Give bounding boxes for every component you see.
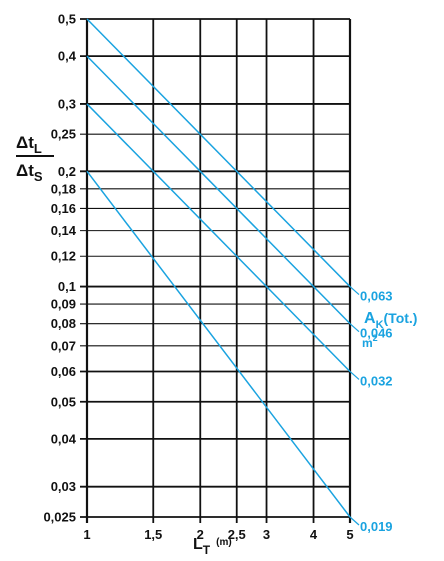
y-title-bottom-sub: S [34,169,43,184]
x-tick-label: 4 [310,527,318,542]
y-tick-label: 0,03 [51,479,76,494]
series-line [86,170,351,518]
y-title-top-sub: L [34,141,42,156]
legend-title: AK(Tot.) m2 [362,310,417,350]
y-tick-label: 0,09 [51,297,76,312]
x-tick-label: 1 [83,527,90,542]
x-tick-label: 5 [346,527,353,542]
x-tick-label: 2,5 [228,527,246,542]
y-tick-labels: 0,025 0,03 0,04 0,05 0,06 0,07 0,08 0,09 0,1 0,12… [43,12,76,525]
legend-suffix: (Tot.) [384,310,418,326]
y-tick-label: 0,06 [51,364,76,379]
y-tick-label: 0,3 [58,96,76,111]
y-tick-label: 0,2 [58,164,76,179]
y-tick-label: 0,12 [51,249,76,264]
y-tick-label: 0,07 [51,338,76,353]
series-label: 0,019 [360,519,393,534]
svg-text:ΔtS: ΔtS [16,161,43,184]
grid [80,18,352,523]
legend-unit: m [362,336,373,350]
series-lines [86,18,351,518]
y-tick-label: 0,1 [58,279,76,294]
legend-unit-sup: 2 [373,333,378,343]
series-label: 0,063 [360,289,393,304]
y-tick-label: 0,05 [51,394,76,409]
y-tick-label: 0,16 [51,201,76,216]
series-line [86,103,351,372]
y-tick-label: 0,18 [51,181,76,196]
y-tick-label: 0,5 [58,12,76,27]
svg-text:AK(Tot.): AK(Tot.) [364,310,417,331]
x-title-unit: (m) [216,537,232,548]
svg-text:ΔtL: ΔtL [16,133,42,156]
legend-main: A [364,310,376,327]
y-tick-label: 0,08 [51,316,76,331]
series-label-leader [349,323,360,333]
y-tick-label: 0,04 [51,431,77,446]
series-labels: 0,063 0,046 0,032 0,019 [349,286,393,534]
series-label-leader [349,286,360,295]
x-tick-label: 2 [197,527,204,542]
series-line [86,55,351,325]
y-tick-label: 0,4 [58,49,77,64]
svg-text:m2: m2 [362,333,378,350]
series-label-leader [349,371,360,380]
y-tick-label: 0,14 [51,223,77,238]
series-line [86,18,351,288]
y-title-bottom-main: Δt [16,161,34,180]
x-title-sub: T [203,543,211,557]
y-tick-label: 0,25 [51,127,76,142]
series-label-leader [349,516,360,526]
x-tick-labels: 1 1,5 2 2,5 3 4 5 [83,527,353,542]
x-title-main: L [193,536,203,553]
x-axis-title: LT (m) [193,536,232,557]
series-label: 0,046 [360,326,393,341]
y-title-top-main: Δt [16,133,34,152]
x-tick-label: 1,5 [144,527,162,542]
y-tick-label: 0,025 [43,510,76,525]
svg-text:LT(m): LT (m) [193,536,232,557]
series-label: 0,032 [360,373,393,388]
x-tick-label: 3 [263,527,270,542]
legend-sub: K [376,319,384,331]
y-axis-title: ΔtL ΔtS [16,133,54,184]
